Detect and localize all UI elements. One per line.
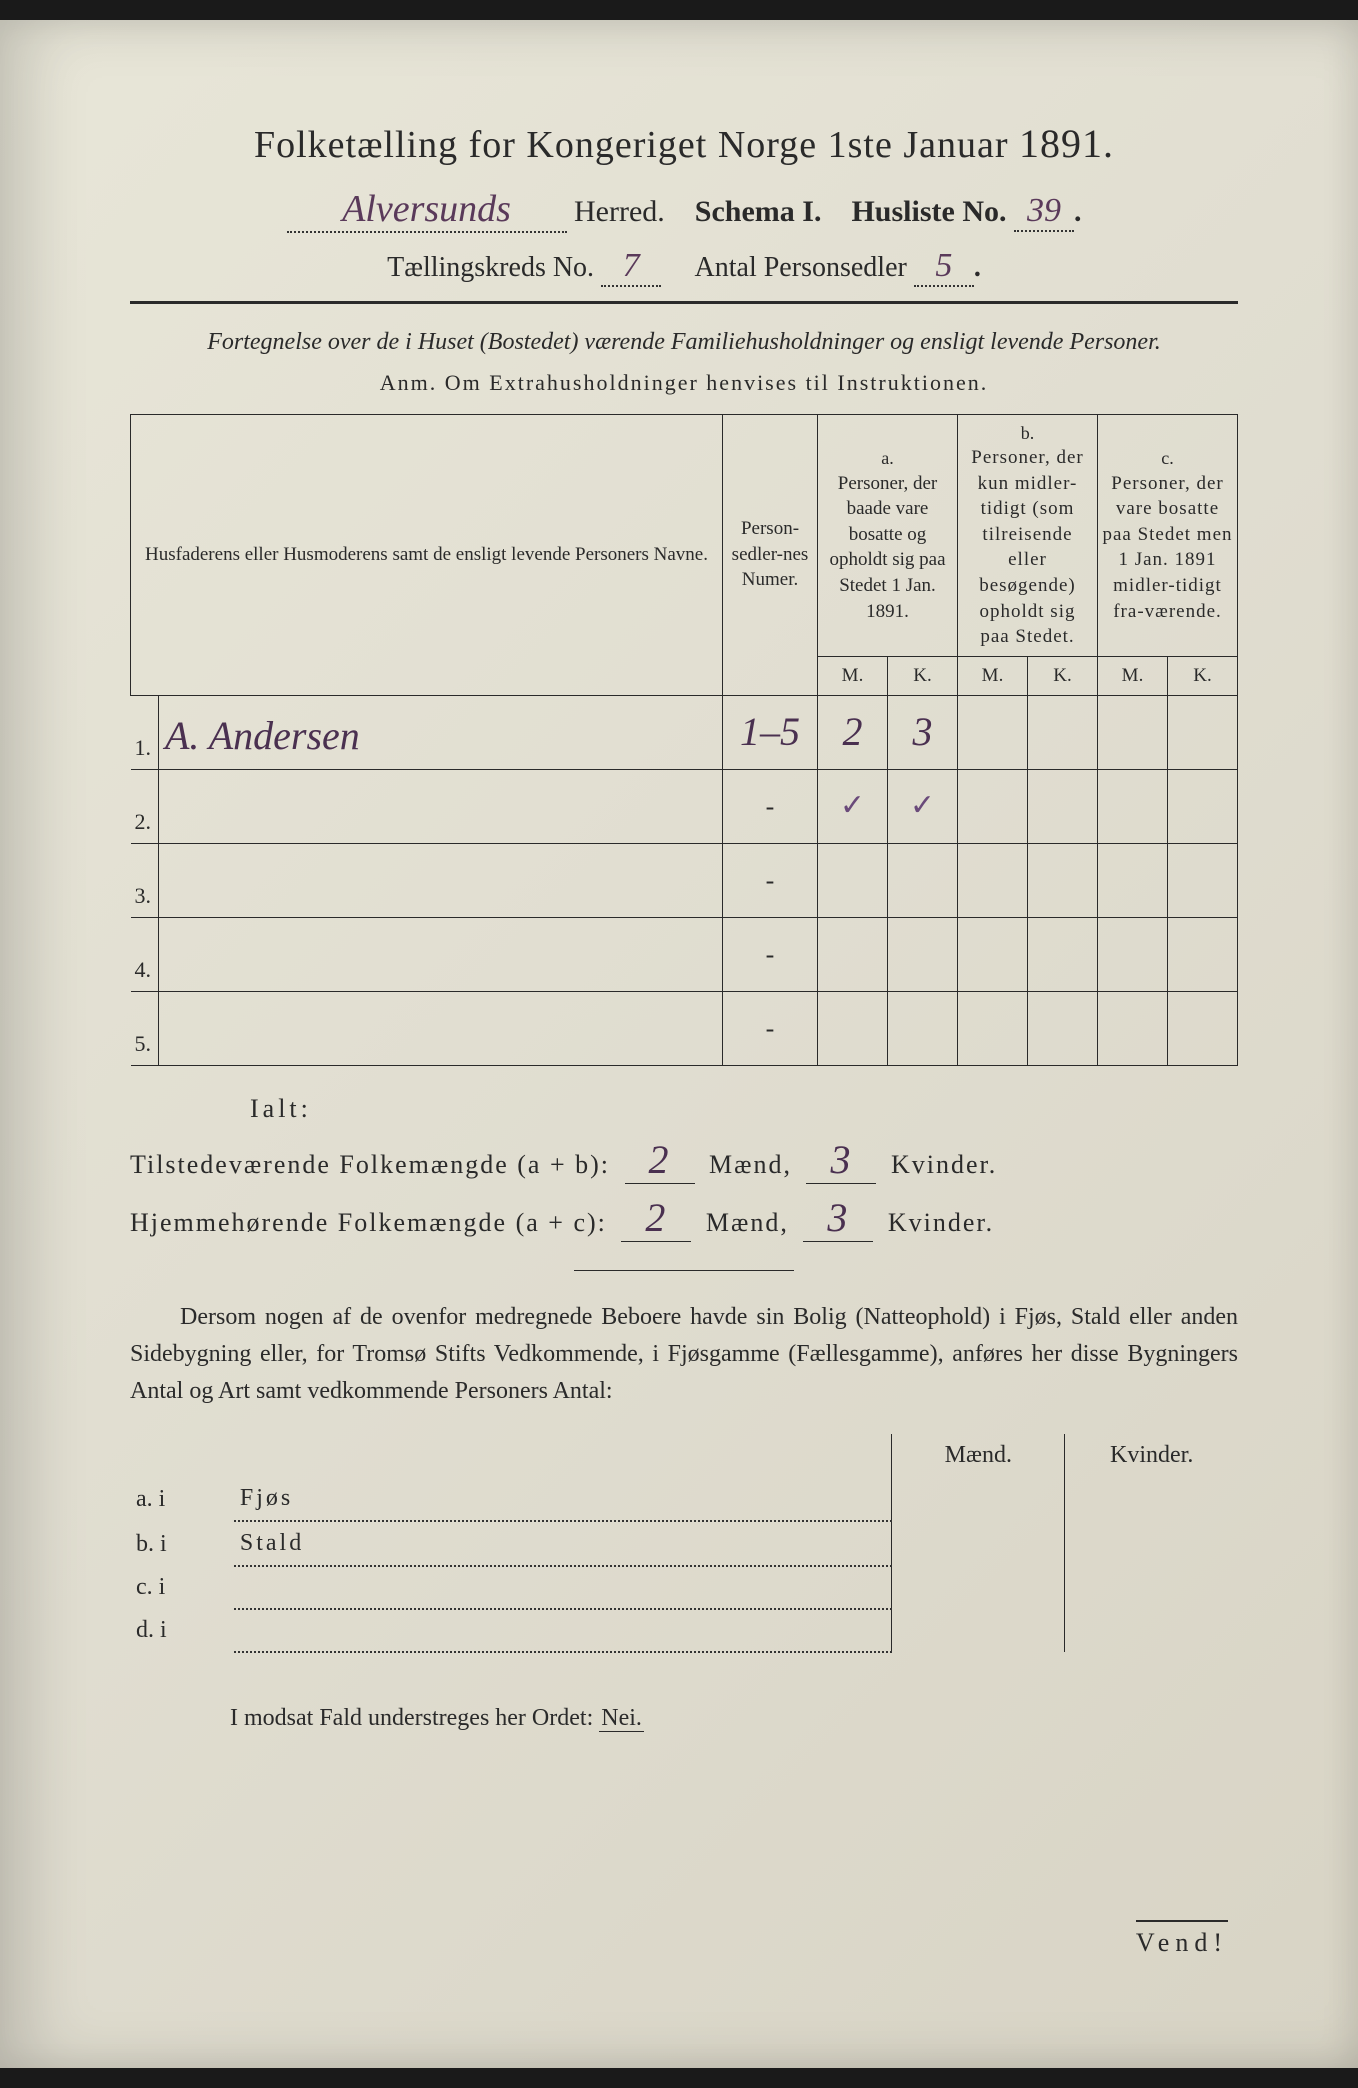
th-b-k: K. bbox=[1028, 657, 1098, 696]
table-row: 2. - ✓ ✓ bbox=[131, 769, 1238, 843]
row1-num: 1–5 bbox=[740, 709, 800, 754]
lower-row: d. i bbox=[130, 1609, 1238, 1652]
th-c-head: c. Personer, der vare bosatte paa Stedet… bbox=[1098, 414, 1238, 656]
lower-row: c. i bbox=[130, 1566, 1238, 1609]
th-c-m: M. bbox=[1098, 657, 1168, 696]
sum-line-1: Tilstedeværende Folkemængde (a + b): 2 M… bbox=[130, 1136, 1238, 1184]
lower-row: a. i Fjøs bbox=[130, 1477, 1238, 1521]
rule-short bbox=[574, 1270, 794, 1271]
herred-label: Herred. bbox=[574, 195, 665, 228]
kreds-label: Tællingskreds No. bbox=[387, 252, 594, 283]
antal-label: Antal Personsedler bbox=[695, 252, 907, 283]
title-year: 1891. bbox=[1019, 121, 1114, 166]
husliste-label: Husliste No. bbox=[851, 195, 1006, 228]
schema-label: Schema I. bbox=[695, 195, 822, 228]
lower-paragraph: Dersom nogen af de ovenfor medregnede Be… bbox=[130, 1299, 1238, 1411]
kreds-line: Tællingskreds No. 7 Antal Personsedler 5… bbox=[130, 247, 1238, 287]
title-text: Folketælling for Kongeriget Norge 1ste J… bbox=[254, 124, 1009, 166]
ialt-label: Ialt: bbox=[250, 1094, 1238, 1124]
th-b-m: M. bbox=[958, 657, 1028, 696]
table-body: 1. A. Andersen 1–5 2 3 2. - ✓ ✓ bbox=[131, 695, 1238, 1065]
main-table: Husfaderens eller Husmoderens samt de en… bbox=[130, 414, 1238, 1066]
th-a-k: K. bbox=[888, 657, 958, 696]
kreds-no: 7 bbox=[601, 247, 661, 287]
th-num: Person-sedler-nes Numer. bbox=[723, 414, 818, 695]
vend-label: Vend! bbox=[1136, 1920, 1228, 1958]
table-row: 3. - bbox=[131, 843, 1238, 917]
herred-value: Alversunds bbox=[287, 187, 567, 233]
th-name: Husfaderens eller Husmoderens samt de en… bbox=[131, 414, 723, 695]
herred-line: Alversunds Herred. Schema I. Husliste No… bbox=[130, 187, 1238, 233]
husliste-no: 39 bbox=[1014, 192, 1074, 232]
table-row: 1. A. Andersen 1–5 2 3 bbox=[131, 695, 1238, 769]
main-title: Folketælling for Kongeriget Norge 1ste J… bbox=[130, 120, 1238, 167]
totals-block: Ialt: bbox=[250, 1094, 1238, 1124]
nei-word: Nei. bbox=[599, 1705, 644, 1732]
sum-line-2: Hjemmehørende Folkemængde (a + c): 2 Mæn… bbox=[130, 1194, 1238, 1242]
lower-table: Mænd. Kvinder. a. i Fjøs b. i Stald c. i… bbox=[130, 1434, 1238, 1653]
th-c-k: K. bbox=[1168, 657, 1238, 696]
row1-name: A. Andersen bbox=[165, 713, 360, 758]
modsat-line: I modsat Fald understreges her Ordet: Ne… bbox=[230, 1705, 1238, 1732]
intro-text: Fortegnelse over de i Huset (Bostedet) v… bbox=[130, 326, 1238, 360]
anm-text: Anm. Om Extrahusholdninger henvises til … bbox=[130, 370, 1238, 396]
census-form-page: Folketælling for Kongeriget Norge 1ste J… bbox=[0, 20, 1358, 2068]
table-row: 5. - bbox=[131, 991, 1238, 1065]
th-a-head: a. Personer, der baade vare bosatte og o… bbox=[818, 414, 958, 656]
lower-row: b. i Stald bbox=[130, 1521, 1238, 1566]
table-row: 4. - bbox=[131, 917, 1238, 991]
rule-1 bbox=[130, 301, 1238, 304]
th-a-m: M. bbox=[818, 657, 888, 696]
antal-no: 5 bbox=[914, 247, 974, 287]
lower-head: Mænd. Kvinder. bbox=[130, 1434, 1238, 1477]
th-b-head: b. Personer, der kun midler-tidigt (som … bbox=[958, 414, 1098, 656]
